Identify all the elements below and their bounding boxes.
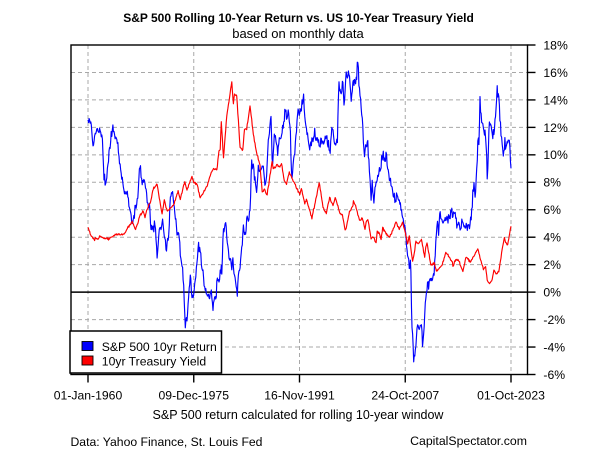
- svg-text:-2%: -2%: [543, 313, 565, 327]
- svg-text:16%: 16%: [543, 66, 568, 80]
- svg-text:18%: 18%: [543, 38, 568, 52]
- svg-text:4%: 4%: [543, 231, 561, 245]
- svg-text:01-Oct-2023: 01-Oct-2023: [477, 389, 545, 403]
- svg-text:10%: 10%: [543, 148, 568, 162]
- svg-text:16-Nov-1991: 16-Nov-1991: [264, 389, 335, 403]
- svg-text:0%: 0%: [543, 286, 561, 300]
- svg-text:10yr Treasury Yield: 10yr Treasury Yield: [102, 354, 206, 368]
- svg-text:12%: 12%: [543, 121, 568, 135]
- svg-text:-4%: -4%: [543, 340, 565, 354]
- svg-text:24-Oct-2007: 24-Oct-2007: [371, 389, 439, 403]
- svg-text:8%: 8%: [543, 176, 561, 190]
- svg-text:6%: 6%: [543, 203, 561, 217]
- svg-text:2%: 2%: [543, 258, 561, 272]
- svg-text:S&P 500 10yr Return: S&P 500 10yr Return: [102, 340, 217, 354]
- svg-text:14%: 14%: [543, 93, 568, 107]
- svg-text:CapitalSpectator.com: CapitalSpectator.com: [410, 434, 527, 448]
- svg-text:01-Jan-1960: 01-Jan-1960: [54, 389, 123, 403]
- svg-text:S&P 500 Rolling 10-Year Return: S&P 500 Rolling 10-Year Return vs. US 10…: [123, 11, 474, 25]
- svg-text:-6%: -6%: [543, 368, 565, 382]
- svg-text:S&P 500 return calculated for: S&P 500 return calculated for rolling 10…: [153, 408, 445, 422]
- svg-text:Data: Yahoo Finance, St. Louis: Data: Yahoo Finance, St. Louis Fed: [71, 435, 263, 449]
- svg-text:09-Dec-1975: 09-Dec-1975: [159, 389, 230, 403]
- svg-text:based on monthly data: based on monthly data: [232, 26, 364, 41]
